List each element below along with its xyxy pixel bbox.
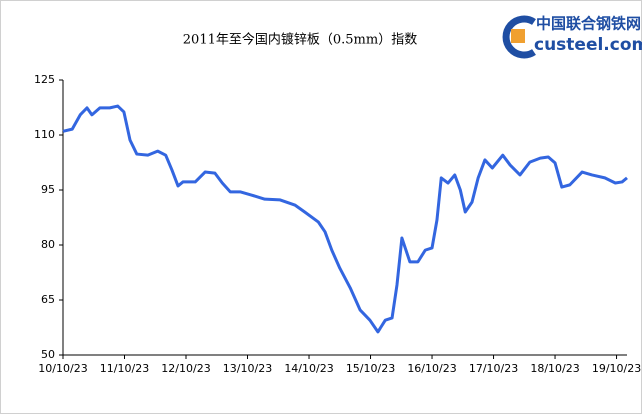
chart-title: 2011年至今国内镀锌板（0.5mm）指数 (183, 32, 417, 48)
logo: 中国联合钢铁网 custeel.com (502, 15, 642, 59)
x-tick-label: 14/10/23 (284, 362, 333, 375)
y-tick-label: 95 (41, 183, 55, 196)
y-tick-label: 50 (41, 348, 55, 361)
x-tick-label: 10/10/23 (38, 362, 87, 375)
x-tick-label: 15/10/23 (346, 362, 395, 375)
x-tick-label: 17/10/23 (469, 362, 518, 375)
x-tick-label: 13/10/23 (223, 362, 272, 375)
x-tick-label: 18/10/23 (530, 362, 579, 375)
logo-icon (502, 15, 536, 59)
logo-icon (511, 29, 525, 43)
y-tick-label: 125 (34, 73, 55, 86)
logo-name: 中国联合钢铁网 (536, 15, 641, 33)
logo-site: custeel.com (534, 35, 642, 55)
line (62, 104, 628, 334)
y-tick-label: 65 (41, 293, 55, 306)
x-tick-label: 16/10/23 (407, 362, 456, 375)
y-tick-label: 80 (41, 238, 55, 251)
x-tick-label: 11/10/23 (100, 362, 149, 375)
x-tick-label: 19/10/23 (592, 362, 641, 375)
x-tick-label: 12/10/23 (161, 362, 210, 375)
y-tick-label: 110 (34, 128, 55, 141)
